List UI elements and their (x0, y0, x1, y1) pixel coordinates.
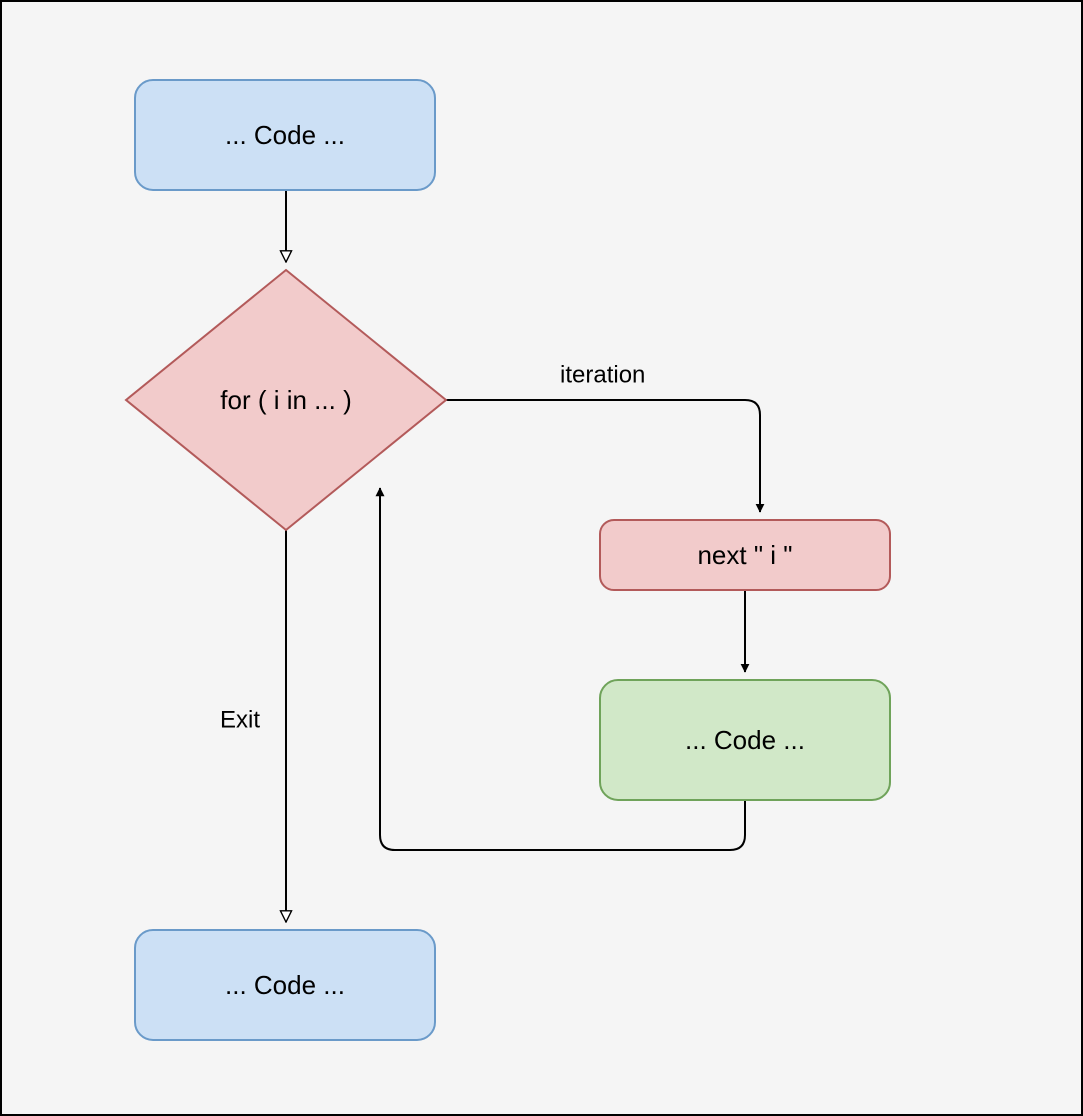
node-label-code_top: ... Code ... (225, 120, 345, 150)
edge-label-for_to_next: iteration (560, 362, 645, 389)
node-label-for_diamond: for ( i in ... ) (220, 385, 351, 415)
node-code_top: ... Code ... (135, 80, 435, 190)
edge-label-for_to_bottom: Exit (220, 707, 260, 734)
node-label-next_i: next " i " (697, 540, 792, 570)
node-code_green: ... Code ... (600, 680, 890, 800)
node-next_i: next " i " (600, 520, 890, 590)
node-label-code_bottom: ... Code ... (225, 970, 345, 1000)
node-code_bottom: ... Code ... (135, 930, 435, 1040)
node-label-code_green: ... Code ... (685, 725, 805, 755)
